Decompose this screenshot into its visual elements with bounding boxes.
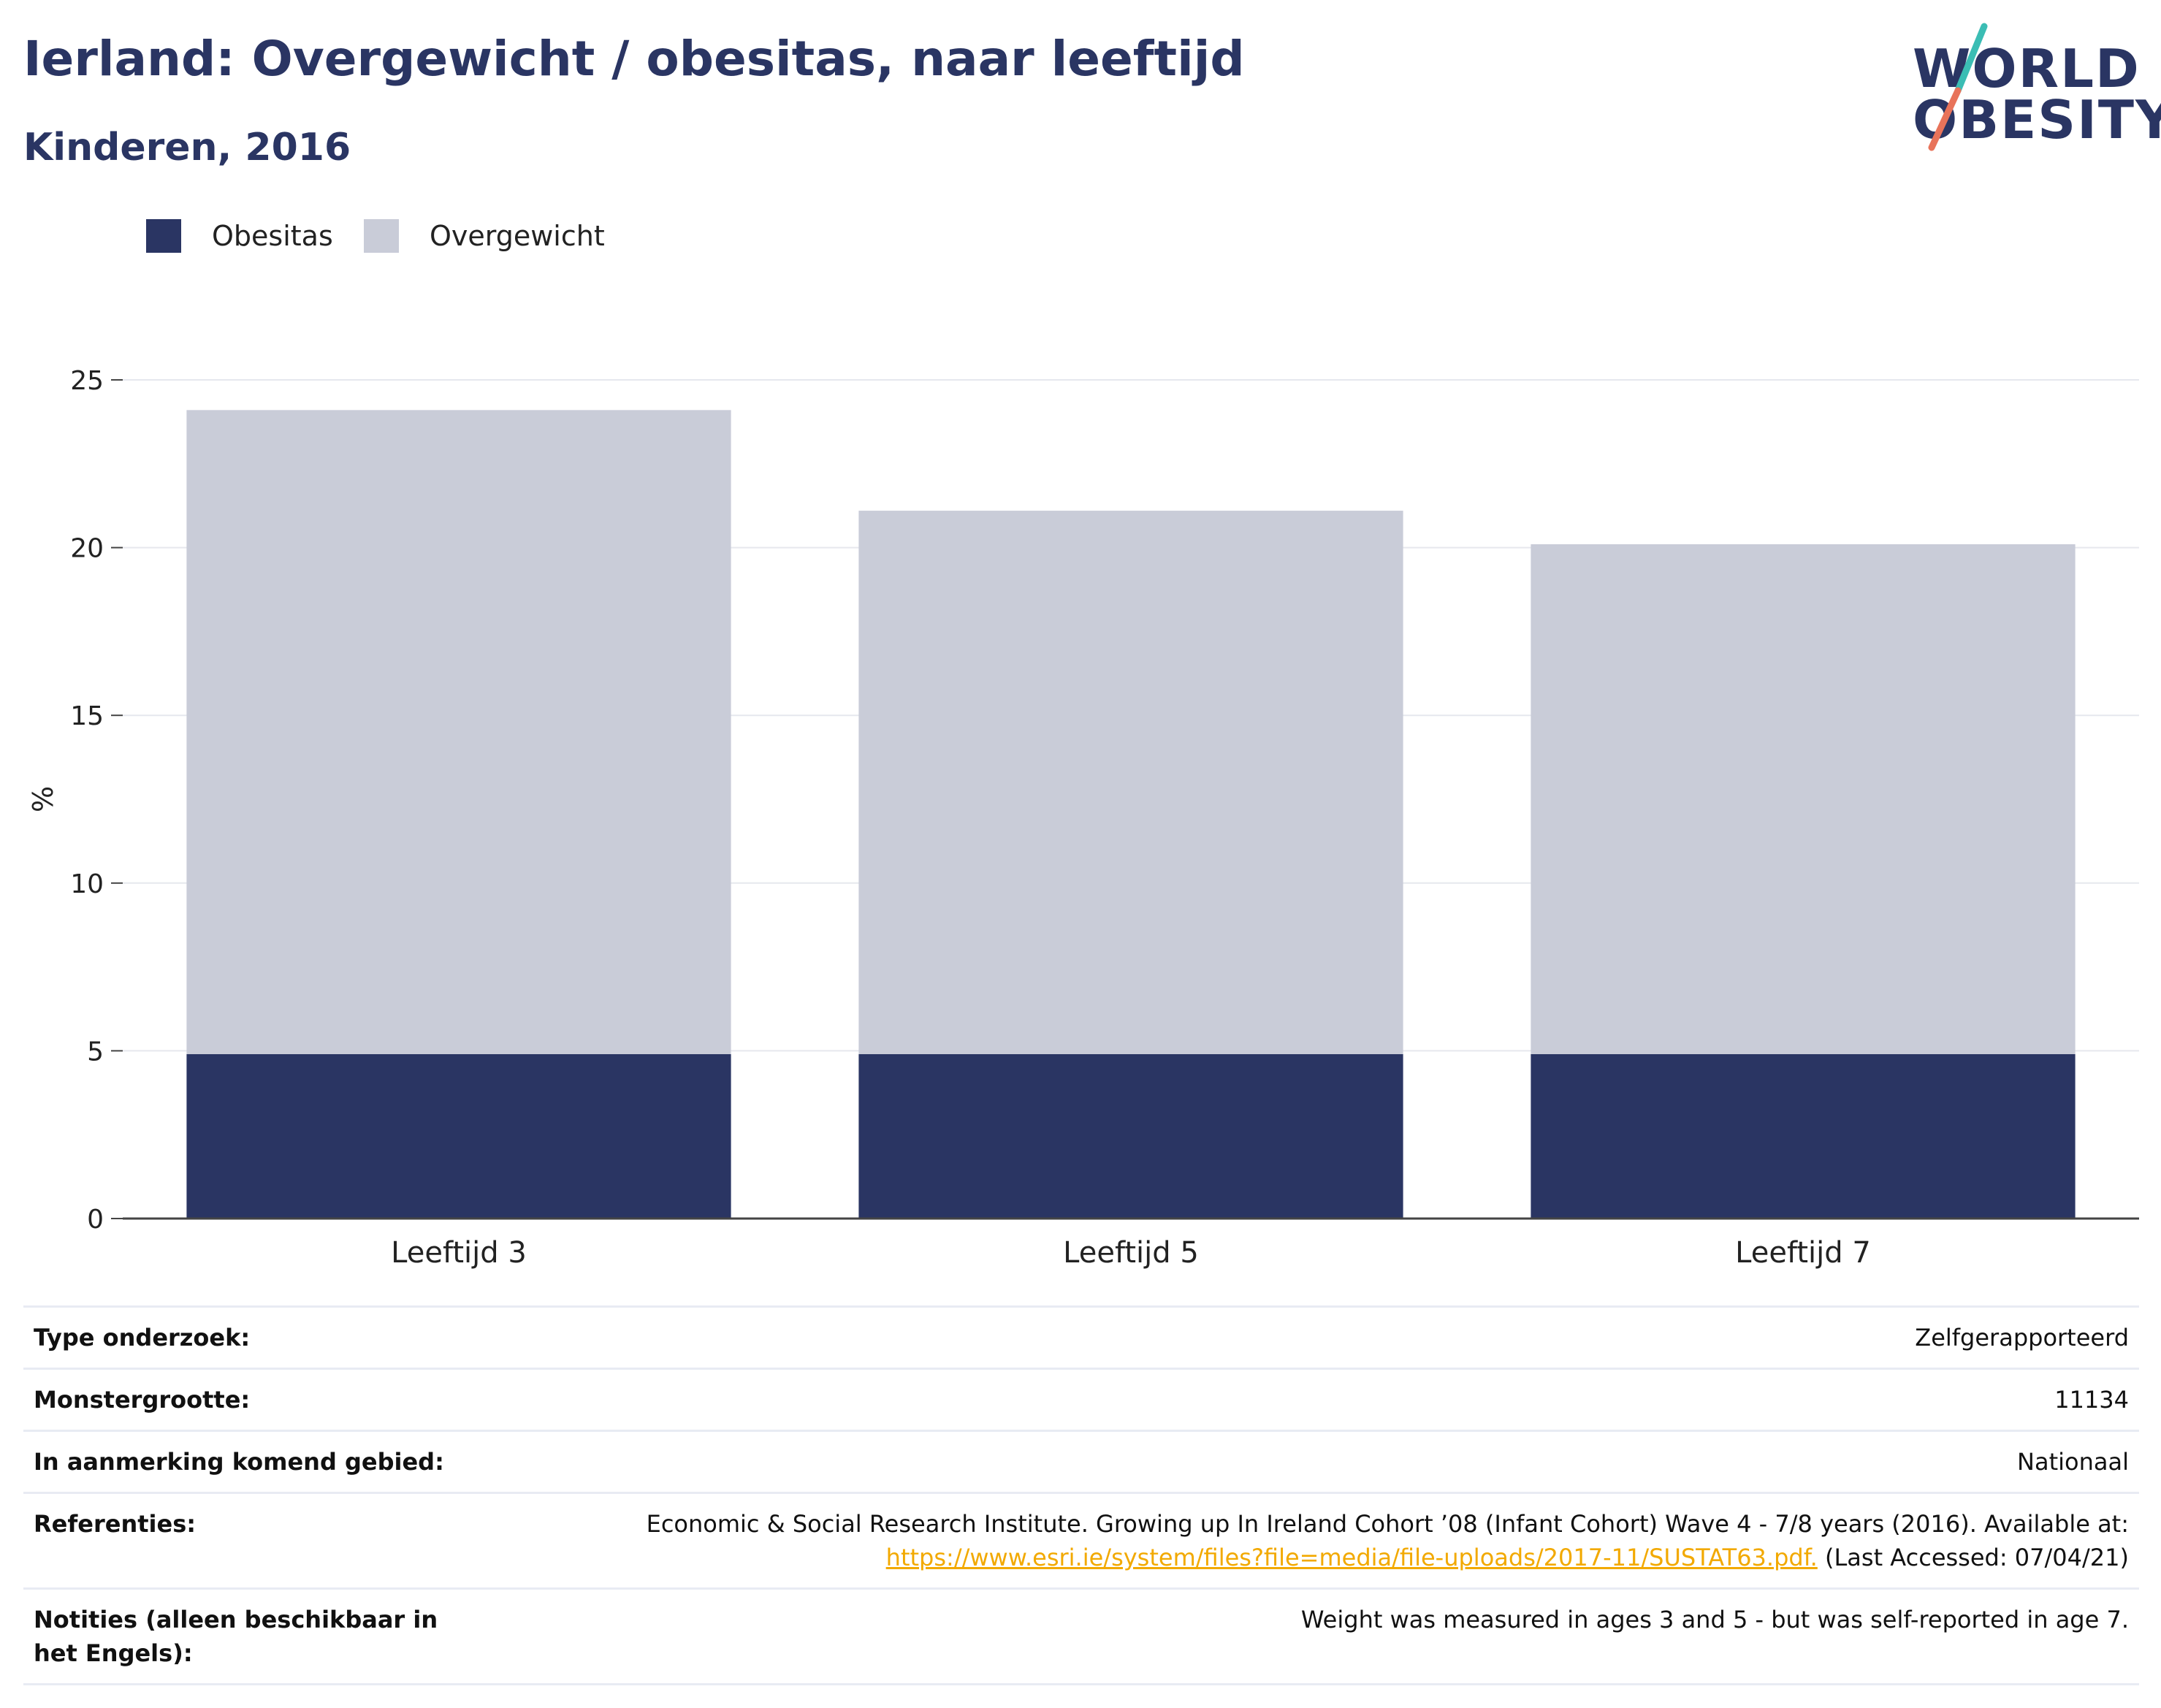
logo-slash-icon xyxy=(1928,23,1988,151)
meta-value-references: Economic & Social Research Institute. Gr… xyxy=(487,1494,2139,1587)
y-axis-label: % xyxy=(27,786,59,812)
legend-swatch-overgewicht xyxy=(364,219,399,253)
metadata-table: Type onderzoek: Zelfgerapporteerd Monste… xyxy=(23,1305,2139,1685)
x-tick-label: Leeftijd 5 xyxy=(1063,1236,1199,1270)
references-accessed: (Last Accessed: 07/04/21) xyxy=(1817,1544,2129,1571)
legend-label-obesitas: Obesitas xyxy=(212,220,333,252)
meta-value-notes: Weight was measured in ages 3 and 5 - bu… xyxy=(1300,1606,2129,1633)
logo-line-1: WORLD xyxy=(1913,38,2141,99)
meta-row-area: In aanmerking komend gebied: Nationaal xyxy=(23,1430,2139,1492)
meta-row-survey-type: Type onderzoek: Zelfgerapporteerd xyxy=(23,1305,2139,1368)
bar-obesitas-2 xyxy=(858,1053,1403,1219)
legend-label-overgewicht: Overgewicht xyxy=(430,220,605,252)
y-tick-label: 15 xyxy=(70,701,104,731)
meta-key-survey-type: Type onderzoek: xyxy=(34,1324,251,1351)
meta-key-notes: Notities (alleen beschikbaar in het Enge… xyxy=(34,1606,438,1667)
meta-row-sample-size: Monstergrootte: 11134 xyxy=(23,1368,2139,1430)
meta-key-sample-size: Monstergrootte: xyxy=(34,1386,251,1414)
legend-swatch-obesitas xyxy=(146,219,181,253)
bar-overgewicht-1 xyxy=(186,410,731,1054)
meta-value-survey-type: Zelfgerapporteerd xyxy=(1915,1324,2129,1351)
y-tick-label: 5 xyxy=(87,1037,104,1067)
y-tick-label: 0 xyxy=(87,1205,104,1235)
world-obesity-logo: WORLD OBESITY xyxy=(1899,20,2161,167)
meta-key-area: In aanmerking komend gebied: xyxy=(34,1448,444,1476)
meta-row-notes: Notities (alleen beschikbaar in het Enge… xyxy=(23,1587,2139,1685)
meta-key-references: Referenties: xyxy=(34,1510,197,1538)
bar-overgewicht-2 xyxy=(858,511,1403,1054)
y-tick-label: 25 xyxy=(70,366,104,396)
bar-obesitas-3 xyxy=(1531,1053,2076,1219)
meta-value-area: Nationaal xyxy=(2017,1448,2129,1476)
meta-value-sample-size: 11134 xyxy=(2054,1386,2129,1414)
chart-subtitle: Kinderen, 2016 xyxy=(23,126,351,169)
bar-obesitas-1 xyxy=(186,1053,731,1219)
x-tick-label: Leeftijd 7 xyxy=(1735,1236,1871,1270)
stacked-bar-chart: 0 5 10 15 20 25% Leeftijd 3 Leeftijd 5 Leeftijd … xyxy=(27,366,2139,1270)
references-link[interactable]: https://www.esri.ie/system/files?file=me… xyxy=(885,1544,1818,1571)
x-tick-label: Leeftijd 3 xyxy=(391,1236,527,1270)
references-text: Economic & Social Research Institute. Gr… xyxy=(646,1510,2129,1538)
bar-overgewicht-3 xyxy=(1531,544,2076,1054)
y-tick-label: 10 xyxy=(70,869,104,899)
y-tick-label: 20 xyxy=(70,534,104,564)
chart-title: Ierland: Overgewicht / obesitas, naar le… xyxy=(23,31,1245,87)
meta-row-references: Referenties: Economic & Social Research … xyxy=(23,1492,2139,1587)
